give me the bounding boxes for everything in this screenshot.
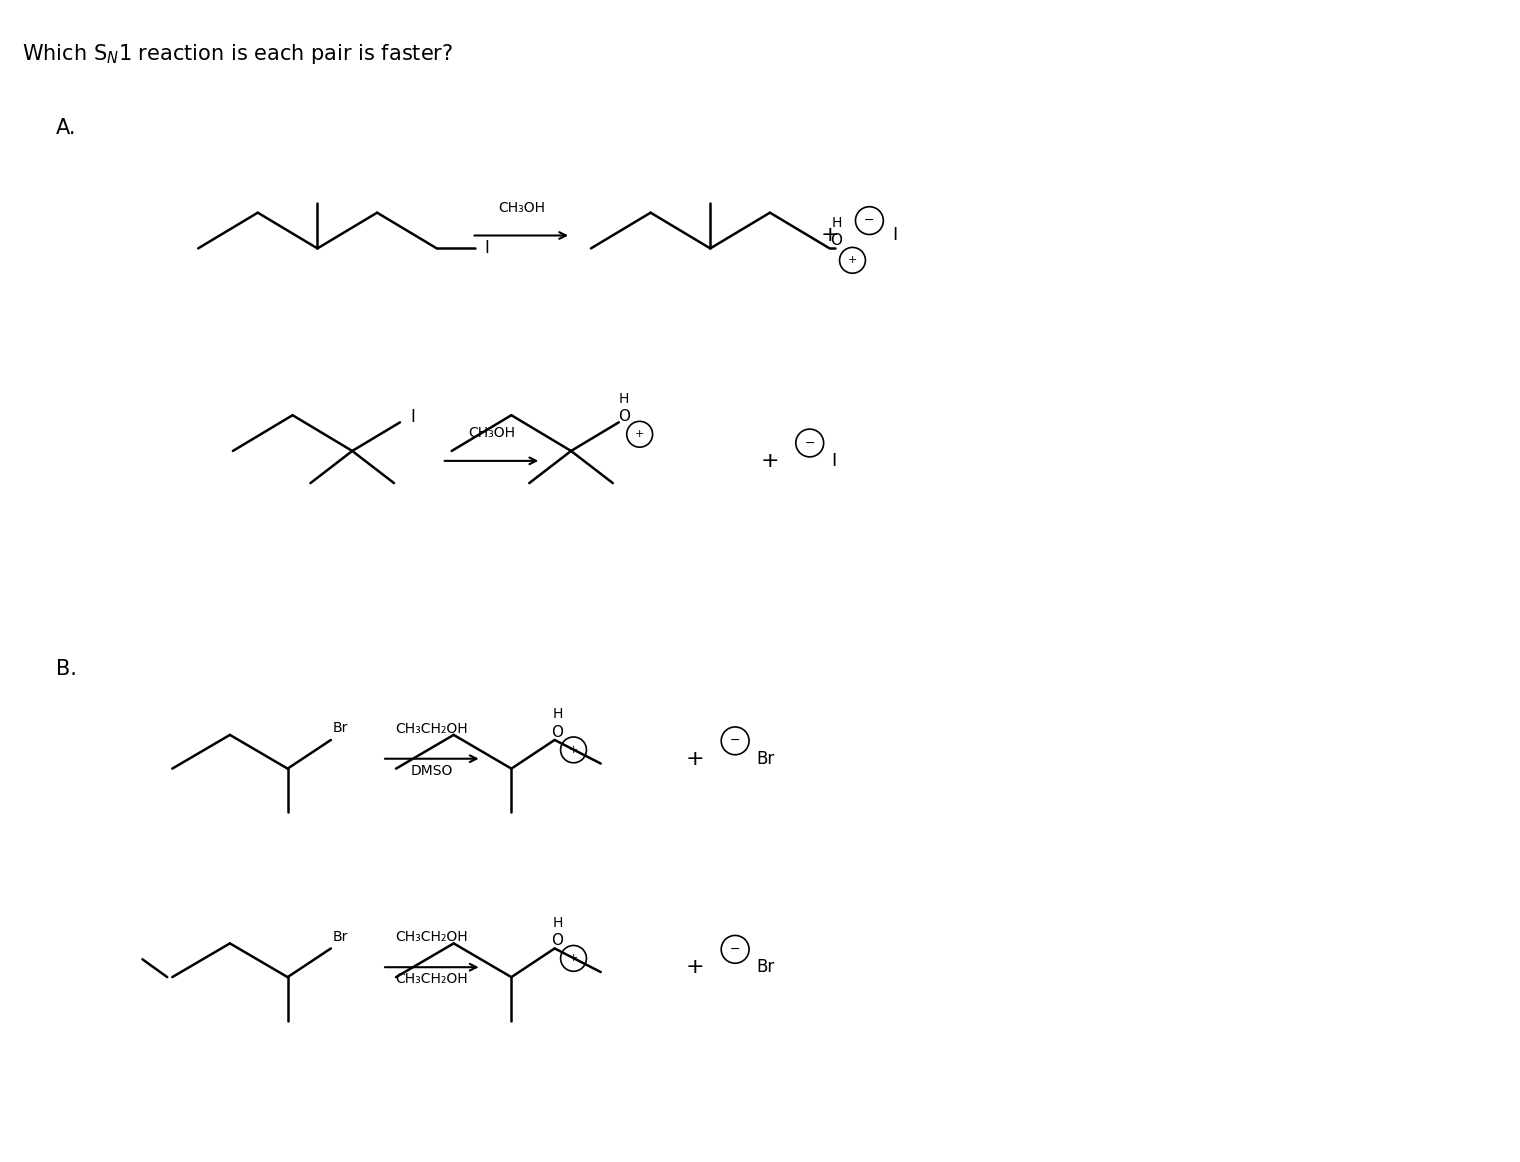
Text: B.: B. — [56, 659, 76, 680]
Text: Which S$_N$1 reaction is each pair is faster?: Which S$_N$1 reaction is each pair is fa… — [23, 42, 453, 66]
Text: CH₃OH: CH₃OH — [499, 201, 544, 215]
Text: Br: Br — [333, 722, 348, 736]
Text: −: − — [730, 942, 740, 956]
Text: DMSO: DMSO — [410, 763, 453, 777]
Text: −: − — [865, 214, 874, 227]
Text: +: + — [568, 953, 578, 963]
Text: CH₃CH₂OH: CH₃CH₂OH — [395, 931, 468, 945]
Text: +: + — [760, 451, 780, 471]
Text: +: + — [686, 748, 705, 769]
Text: −: − — [730, 734, 740, 747]
Text: CH₃CH₂OH: CH₃CH₂OH — [395, 722, 468, 736]
Text: H: H — [619, 392, 629, 406]
Text: +: + — [848, 256, 857, 265]
Text: +: + — [635, 429, 644, 439]
Text: I: I — [485, 239, 489, 258]
Text: +: + — [568, 745, 578, 755]
Text: O: O — [830, 232, 842, 248]
Text: H: H — [552, 916, 562, 930]
Text: Br: Br — [755, 959, 774, 976]
Text: Br: Br — [333, 930, 348, 944]
Text: I: I — [410, 408, 415, 426]
Text: Br: Br — [755, 749, 774, 768]
Text: −: − — [804, 437, 815, 450]
Text: H: H — [552, 708, 562, 722]
Text: H: H — [831, 216, 842, 230]
Text: O: O — [617, 409, 629, 424]
Text: I: I — [892, 227, 897, 244]
Text: O: O — [552, 933, 564, 948]
Text: I: I — [831, 452, 838, 469]
Text: A.: A. — [56, 119, 76, 138]
Text: O: O — [552, 725, 564, 739]
Text: CH₃OH: CH₃OH — [468, 426, 515, 440]
Text: +: + — [686, 957, 705, 977]
Text: +: + — [821, 225, 839, 245]
Text: CH₃CH₂OH: CH₃CH₂OH — [395, 973, 468, 987]
